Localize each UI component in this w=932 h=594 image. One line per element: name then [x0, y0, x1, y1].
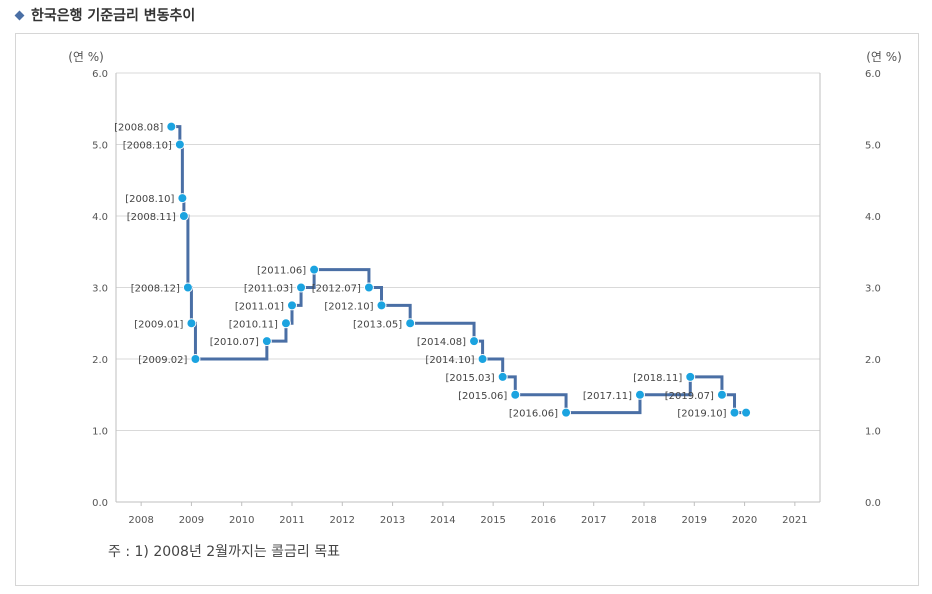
data-point: [376, 300, 387, 311]
data-point: [685, 371, 696, 382]
y-tick-label-right: 5.0: [865, 141, 881, 152]
x-tick-label: 2021: [782, 515, 807, 526]
data-label: [2014.08]: [417, 337, 466, 348]
data-label: [2010.07]: [210, 337, 259, 348]
data-point: [309, 264, 320, 275]
data-label: [2013.05]: [353, 319, 402, 330]
chart-panel: [15, 33, 919, 586]
data-label: [2017.11]: [583, 391, 632, 402]
data-point: [729, 407, 740, 418]
data-point: [477, 354, 488, 364]
data-point: [280, 318, 291, 329]
data-label: [2009.02]: [138, 355, 187, 366]
data-label: [2008.12]: [131, 284, 180, 295]
data-point: [741, 407, 752, 418]
data-point: [174, 139, 185, 150]
data-point: [190, 354, 201, 364]
data-point: [497, 371, 508, 382]
data-point: [182, 282, 193, 293]
data-point: [405, 318, 416, 329]
data-label: [2012.10]: [324, 301, 373, 312]
x-tick-label: 2016: [531, 515, 556, 526]
y-tick-label-right: 3.0: [865, 284, 881, 295]
data-label: [2018.11]: [633, 373, 682, 384]
data-point: [716, 389, 727, 400]
data-point: [186, 318, 197, 329]
x-tick-label: 2015: [480, 515, 505, 526]
data-label: [2016.06]: [509, 409, 558, 420]
data-label: [2009.01]: [134, 319, 183, 330]
y-tick-label-left: 4.0: [92, 212, 108, 223]
y-tick-label-left: 1.0: [92, 427, 108, 438]
data-point: [177, 193, 188, 204]
y-tick-label-left: 6.0: [92, 69, 108, 80]
y-unit-left: (연 %): [68, 50, 104, 64]
data-point: [469, 336, 480, 347]
data-point: [178, 211, 189, 221]
data-label: [2010.11]: [229, 319, 278, 330]
data-point: [363, 282, 374, 293]
data-label: [2014.10]: [425, 355, 474, 366]
y-tick-label-right: 6.0: [865, 69, 881, 80]
chart-header: 한국은행 기준금리 변동추이: [14, 4, 195, 26]
data-label: [2008.11]: [127, 212, 176, 223]
x-tick-label: 2019: [682, 515, 707, 526]
x-tick-label: 2020: [732, 515, 757, 526]
data-point: [261, 336, 272, 347]
data-point: [287, 300, 297, 311]
data-label: [2008.08]: [114, 123, 163, 134]
y-tick-label-left: 0.0: [92, 498, 108, 509]
x-tick-label: 2014: [430, 515, 455, 526]
chart-footnote: 주 : 1) 2008년 2월까지는 콜금리 목표: [108, 544, 341, 560]
data-label: [2019.07]: [665, 391, 714, 402]
rate-step-line: [171, 125, 747, 415]
x-tick-label: 2018: [631, 515, 656, 526]
data-point: [166, 121, 177, 132]
y-tick-label-left: 5.0: [92, 141, 108, 152]
x-tick-label: 2011: [279, 515, 304, 526]
y-tick-label-right: 0.0: [865, 498, 881, 509]
x-tick-label: 2012: [330, 515, 355, 526]
data-point: [296, 282, 307, 293]
y-tick-label-right: 4.0: [865, 212, 881, 223]
x-tick-label: 2008: [128, 515, 153, 526]
y-tick-label-left: 3.0: [92, 284, 108, 295]
data-label: [2011.01]: [235, 301, 284, 312]
x-tick-label: 2010: [229, 515, 254, 526]
data-point: [561, 407, 572, 418]
x-tick-label: 2017: [581, 515, 606, 526]
data-label: [2015.03]: [446, 373, 495, 384]
x-tick-label: 2013: [380, 515, 405, 526]
data-label: [2008.10]: [123, 141, 172, 152]
data-label: [2008.10]: [125, 194, 174, 205]
data-label: [2011.03]: [244, 284, 293, 295]
data-point: [634, 389, 645, 400]
y-tick-label-right: 2.0: [865, 355, 881, 366]
data-label: [2012.07]: [312, 284, 361, 295]
data-label: [2015.06]: [458, 391, 507, 402]
y-tick-label-left: 2.0: [92, 355, 108, 366]
data-point: [510, 389, 521, 400]
y-tick-label-right: 1.0: [865, 427, 881, 438]
data-label: [2011.06]: [257, 266, 306, 277]
y-unit-right: (연 %): [866, 50, 902, 64]
data-label: [2019.10]: [677, 409, 726, 420]
chart-title: 한국은행 기준금리 변동추이: [31, 8, 196, 24]
x-tick-label: 2009: [179, 515, 204, 526]
